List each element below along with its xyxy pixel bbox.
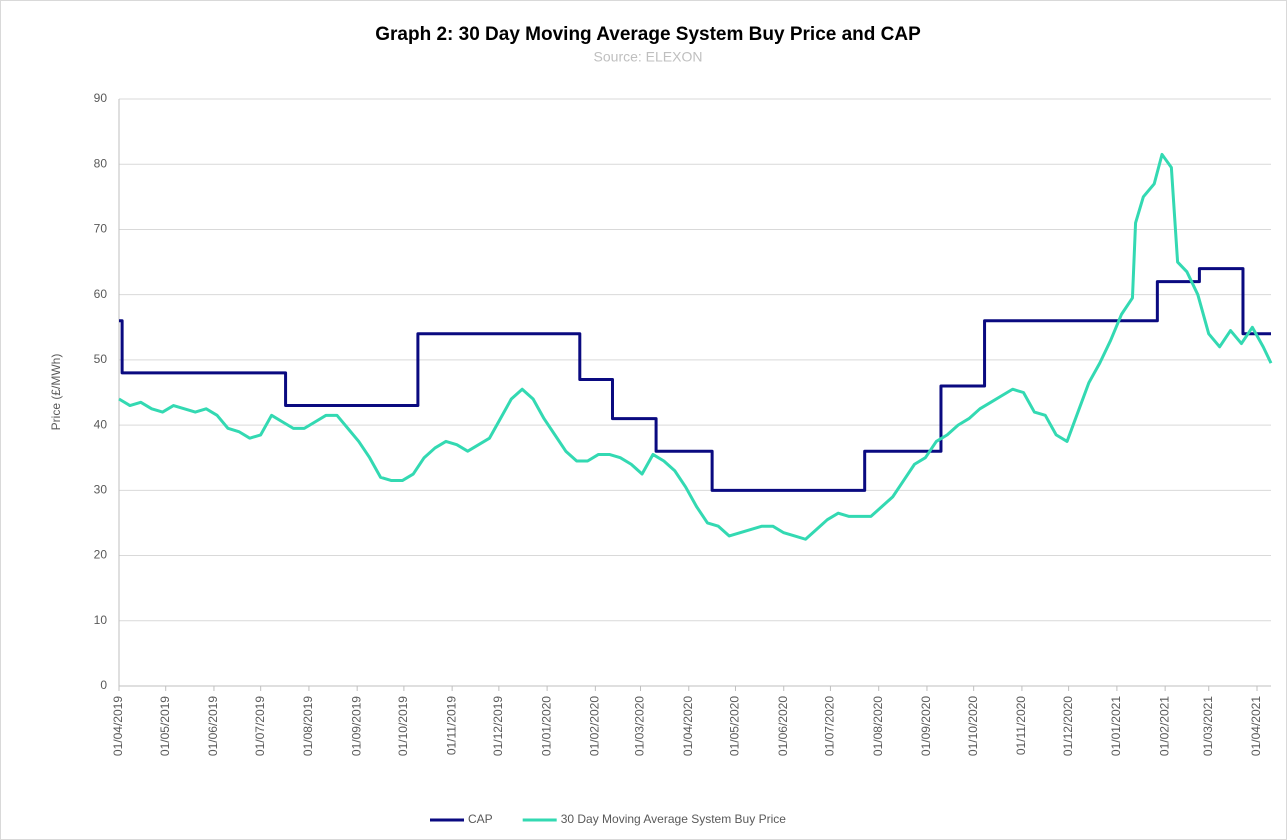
x-tick-label: 01/10/2020	[966, 696, 980, 756]
x-tick-label: 01/08/2019	[301, 696, 315, 756]
x-tick-label: 01/11/2020	[1014, 696, 1028, 755]
x-tick-label: 01/02/2020	[588, 696, 602, 756]
x-tick-label: 01/09/2019	[349, 696, 363, 756]
series-line	[118, 152, 1273, 541]
y-tick-label: 30	[94, 483, 108, 497]
legend-label: 30 Day Moving Average System Buy Price	[561, 812, 787, 826]
x-tick-label: 01/12/2019	[491, 696, 505, 756]
x-tick-label: 01/06/2020	[776, 696, 790, 756]
legend-label: CAP	[468, 812, 493, 826]
y-tick-label: 70	[94, 222, 108, 236]
x-tick-label: 01/04/2020	[681, 696, 695, 756]
series-line	[119, 267, 1271, 492]
x-tick-label: 01/03/2021	[1201, 696, 1215, 756]
y-tick-label: 60	[94, 287, 108, 301]
chart-title: Graph 2: 30 Day Moving Average System Bu…	[375, 24, 921, 45]
x-tick-label: 01/12/2020	[1061, 696, 1075, 756]
y-tick-label: 20	[94, 548, 108, 562]
x-tick-label: 01/07/2019	[253, 696, 267, 756]
x-tick-label: 01/01/2021	[1109, 696, 1123, 756]
x-tick-label: 01/05/2019	[158, 696, 172, 756]
x-tick-label: 01/01/2020	[539, 696, 553, 756]
x-tick-label: 01/11/2019	[444, 696, 458, 755]
x-tick-label: 01/10/2019	[396, 696, 410, 756]
y-tick-label: 80	[94, 156, 108, 170]
y-tick-label: 50	[94, 352, 108, 366]
y-tick-label: 40	[94, 417, 108, 431]
y-tick-label: 0	[100, 678, 107, 692]
x-tick-label: 01/08/2020	[871, 696, 885, 756]
y-axis-label: Price (£/MWh)	[49, 354, 63, 431]
x-tick-label: 01/07/2020	[823, 696, 837, 756]
x-tick-label: 01/09/2020	[919, 696, 933, 756]
y-tick-label: 90	[94, 91, 108, 105]
y-tick-label: 10	[94, 613, 108, 627]
x-tick-label: 01/04/2021	[1249, 696, 1263, 756]
x-tick-label: 01/05/2020	[728, 696, 742, 756]
x-tick-label: 01/04/2019	[111, 696, 125, 756]
x-tick-label: 01/02/2021	[1157, 696, 1171, 756]
x-tick-label: 01/06/2019	[206, 696, 220, 756]
x-tick-label: 01/03/2020	[633, 696, 647, 756]
chart-subtitle: Source: ELEXON	[594, 49, 703, 65]
